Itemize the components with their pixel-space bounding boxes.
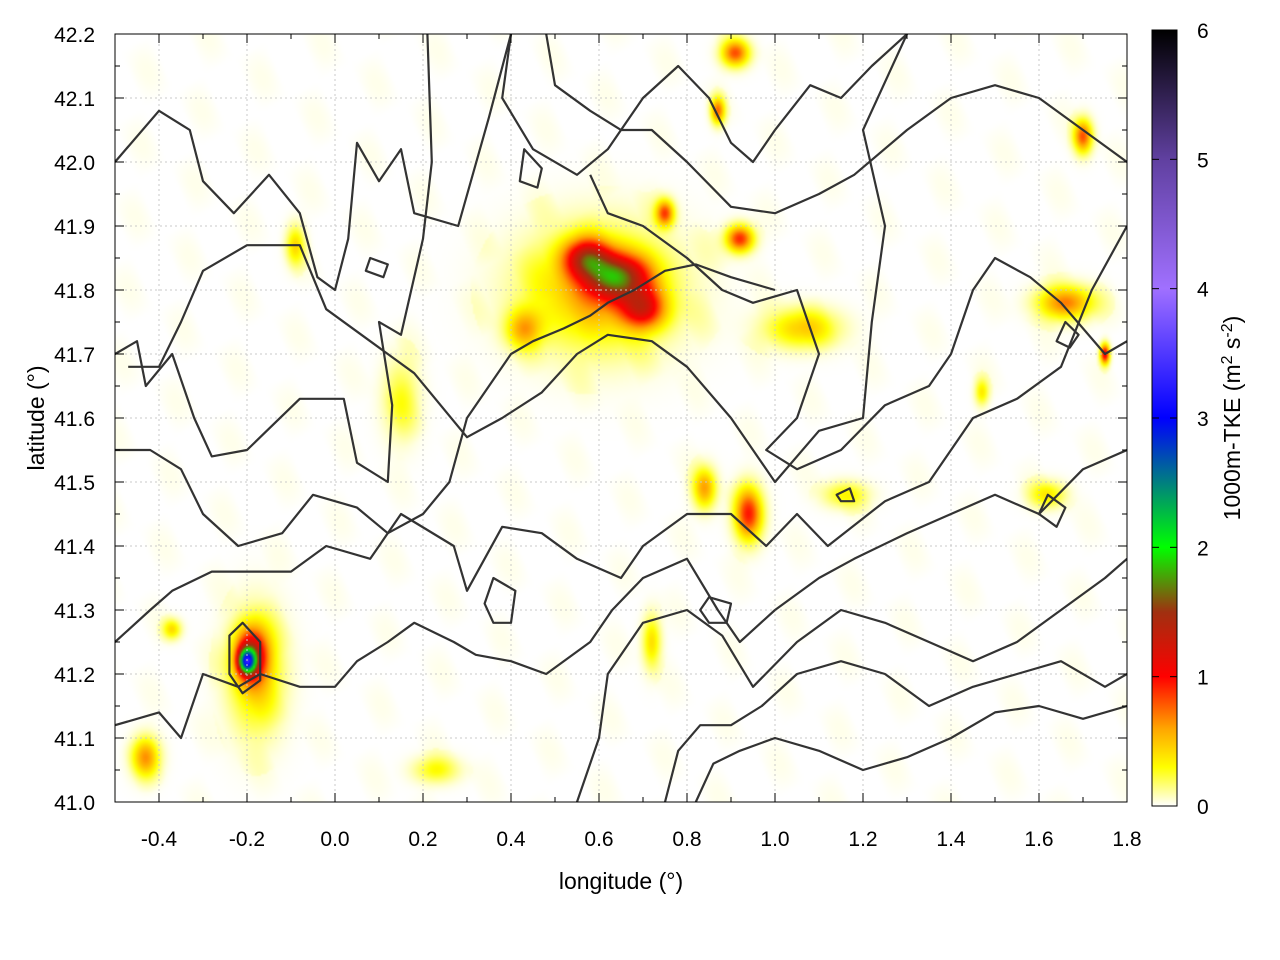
contour-line <box>115 34 513 292</box>
x-tick-label: -0.2 <box>229 828 265 851</box>
x-tick-label: 0.2 <box>408 828 437 851</box>
y-axis-label: latitude (°) <box>23 365 49 470</box>
y-tick-label: 42.2 <box>54 24 95 47</box>
y-tick-label: 41.9 <box>54 216 95 239</box>
contour-loop <box>835 487 856 503</box>
contour-line <box>694 704 1127 802</box>
x-tick-label: 1.2 <box>848 828 877 851</box>
contour-line <box>501 34 908 176</box>
colorbar-tick-label: 3 <box>1197 408 1209 431</box>
contour-line <box>545 34 1127 215</box>
contour-line <box>128 34 908 484</box>
x-tick-label: 1.8 <box>1112 828 1141 851</box>
contour-line <box>575 557 1127 802</box>
contour-line <box>115 225 1127 643</box>
contour-line <box>115 34 433 484</box>
y-tick-label: 41.8 <box>54 280 95 303</box>
terrain-contours <box>115 34 1127 802</box>
contour-line <box>115 448 1127 740</box>
contour-loop <box>364 256 389 279</box>
x-tick-label: 0.4 <box>496 828 526 851</box>
x-tick-label: 1.4 <box>936 828 966 851</box>
axis-ticks: -0.4 -0.2 0.0 0.2 0.4 0.6 0.8 1.0 1.2 1.4 1.6 1.8 41… <box>54 24 1141 851</box>
colorbar-tick-label: 4 <box>1197 279 1209 302</box>
y-tick-label: 41.5 <box>54 472 95 495</box>
colorbar-tick-label: 1 <box>1197 667 1209 690</box>
colorbar-tick-label: 5 <box>1197 149 1209 172</box>
contour-line <box>115 263 776 548</box>
contour-loop <box>228 621 262 695</box>
contour-line <box>589 174 1127 471</box>
x-tick-label: 0.6 <box>584 828 613 851</box>
contour-line <box>663 660 1127 802</box>
y-tick-label: 41.1 <box>54 728 95 751</box>
y-tick-label: 41.7 <box>54 344 95 367</box>
y-tick-label: 41.6 <box>54 408 95 431</box>
contour-loop <box>518 148 543 189</box>
y-tick-label: 41.0 <box>54 792 95 815</box>
contour-loop <box>1055 320 1080 349</box>
colorbar-tick-label: 0 <box>1197 796 1209 819</box>
contour-loop <box>699 596 733 624</box>
y-tick-label: 41.2 <box>54 664 95 687</box>
contour-loop <box>1037 493 1067 528</box>
x-tick-label: 0.0 <box>320 828 349 851</box>
colorbar-label: 1000m-TKE (m2 s-2) <box>1219 316 1245 521</box>
colorbar-tick-label: 6 <box>1197 20 1209 43</box>
x-tick-label: 1.6 <box>1024 828 1053 851</box>
y-tick-label: 42.0 <box>54 152 95 175</box>
grid-lines <box>115 34 1127 802</box>
colorbar-tick-label: 2 <box>1197 537 1209 560</box>
contour-loop <box>483 576 517 624</box>
x-tick-label: -0.4 <box>141 828 178 851</box>
y-tick-label: 41.4 <box>54 536 95 559</box>
x-tick-label: 1.0 <box>760 828 789 851</box>
y-tick-label: 41.3 <box>54 600 95 623</box>
x-tick-label: 0.8 <box>672 828 701 851</box>
colorbar-ticks: 0 1 2 3 4 5 6 <box>1152 20 1209 819</box>
y-tick-label: 42.1 <box>54 88 95 111</box>
x-axis-label: longitude (°) <box>559 868 683 894</box>
